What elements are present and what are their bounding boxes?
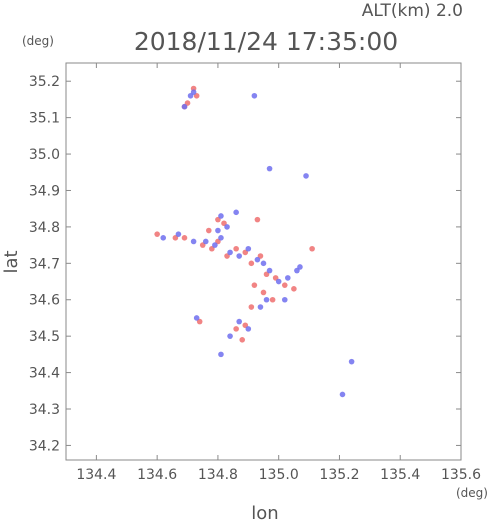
data-point <box>239 337 246 343</box>
data-point <box>251 282 258 288</box>
data-point <box>254 256 261 263</box>
data-point <box>245 245 252 252</box>
data-point <box>257 304 264 310</box>
y-tick-label: 35.2 <box>29 74 60 90</box>
y-tick-label: 35.0 <box>29 147 60 163</box>
y-tick-label: 34.5 <box>29 329 60 345</box>
data-point <box>260 260 267 267</box>
data-point <box>218 351 224 358</box>
series-1 <box>160 89 355 398</box>
y-tick-label: 34.7 <box>29 256 60 272</box>
data-point <box>175 231 182 237</box>
x-tick-label: 135.2 <box>319 467 359 483</box>
y-tick-label: 35.1 <box>29 111 60 127</box>
x-unit-label: (deg) <box>456 486 488 500</box>
data-point <box>193 315 200 321</box>
altitude-label: ALT(km) 2.0 <box>362 1 463 21</box>
series-0 <box>154 85 315 343</box>
y-tick-label: 34.9 <box>29 183 60 199</box>
x-tick-label: 134.4 <box>76 467 116 483</box>
y-tick-label: 34.6 <box>29 293 60 309</box>
data-point <box>303 173 309 179</box>
data-point <box>227 333 233 339</box>
y-tick-label: 34.4 <box>29 366 60 382</box>
data-point <box>291 286 297 292</box>
data-point <box>215 227 221 234</box>
x-tick-label: 135.4 <box>380 467 420 483</box>
data-point <box>160 235 167 241</box>
data-point <box>348 358 355 365</box>
data-point <box>190 238 197 245</box>
y-unit-label: (deg) <box>22 34 54 48</box>
y-tick-label: 34.3 <box>29 402 60 418</box>
data-point <box>248 260 255 267</box>
y-tick-label: 34.8 <box>29 220 60 236</box>
y-tick-label: 34.2 <box>29 438 60 454</box>
data-point <box>233 245 239 252</box>
data-point <box>281 296 288 303</box>
data-point <box>269 296 276 303</box>
axis-ticks: 134.4 134.6 134.8 135.0 135.2 135.4 135.6 34.2 3… <box>29 63 481 483</box>
x-tick-label: 134.6 <box>137 467 177 483</box>
data-point <box>339 391 346 398</box>
data-point <box>227 249 233 256</box>
data-point <box>154 231 160 237</box>
data-point <box>251 92 258 99</box>
data-point <box>233 209 239 216</box>
data-point <box>202 238 209 245</box>
data-point <box>224 224 230 230</box>
data-point <box>236 318 242 325</box>
data-point <box>248 304 255 310</box>
data-marks <box>154 85 355 398</box>
x-axis-label: lon <box>251 503 278 521</box>
x-tick-label: 135.0 <box>259 467 299 483</box>
data-point <box>181 103 188 110</box>
data-point <box>218 213 224 219</box>
data-point <box>309 245 315 252</box>
timestamp-title: 2018/11/24 17:35:00 <box>134 27 398 56</box>
data-point <box>190 89 197 95</box>
data-point <box>263 296 270 303</box>
data-point <box>233 326 239 332</box>
data-point <box>245 326 252 332</box>
data-point <box>275 278 282 285</box>
data-point <box>181 235 188 241</box>
data-point <box>206 227 212 234</box>
y-axis-label: lat <box>1 250 22 273</box>
data-point <box>297 264 303 270</box>
data-point <box>218 235 224 241</box>
data-point <box>266 267 273 274</box>
x-tick-label: 134.8 <box>198 467 238 483</box>
plot-area <box>65 62 462 461</box>
data-point <box>281 282 288 288</box>
data-point <box>254 216 261 223</box>
data-point <box>260 289 267 296</box>
data-point <box>285 275 291 281</box>
data-point <box>266 165 273 172</box>
x-tick-label: 135.6 <box>441 467 481 483</box>
data-point <box>236 253 242 259</box>
data-point <box>212 242 218 248</box>
